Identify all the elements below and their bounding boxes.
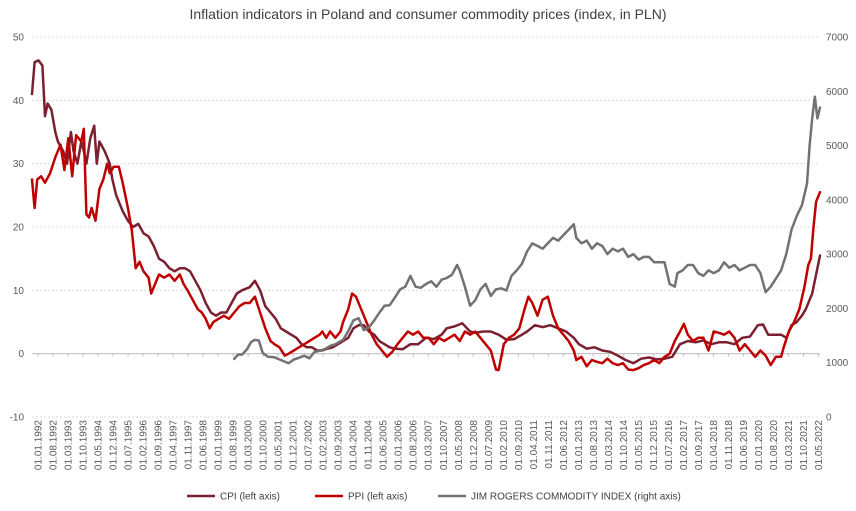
right-axis-tick-label: 5000 <box>826 141 849 152</box>
x-axis-tick-label: 01.08.1999 <box>229 420 240 470</box>
x-axis-tick-label: 01.07.2002 <box>304 420 315 470</box>
x-axis-tick-label: 01.05.1994 <box>94 420 105 470</box>
series-line-1 <box>30 59 822 365</box>
x-axis-tick-label: 01.08.1992 <box>49 420 60 470</box>
x-axis-tick-label: 01.12.1994 <box>109 420 120 470</box>
x-axis-tick-label: 01.02.2003 <box>319 420 330 470</box>
x-axis-tick-label: 01.05.2001 <box>274 420 285 470</box>
left-axis-tick-label: 0 <box>18 349 24 360</box>
gridlines <box>32 36 820 418</box>
x-axis-tick-label: 01.12.2008 <box>469 420 480 470</box>
left-axis-tick-label: 10 <box>13 286 25 297</box>
x-axis-tick-label: 01.09.1996 <box>154 420 165 470</box>
left-axis-tick-label: 20 <box>13 223 25 234</box>
x-axis-tick-label: 01.01.1992 <box>34 420 45 470</box>
x-axis-tick-label: 01.11.2004 <box>364 420 375 470</box>
x-axis-tick-label: 01.03.1993 <box>64 420 75 470</box>
x-axis-tick-label: 01.11.2011 <box>544 420 555 469</box>
axes: -10 0 10 20 30 40 50 0 1000 2000 3000 4000 5000 6000 7… <box>10 33 849 471</box>
x-axis-tick-label: 01.02.2010 <box>499 420 510 470</box>
right-axis-tick-label: 7000 <box>826 33 849 44</box>
x-axis-tick-label: 01.07.2016 <box>664 420 675 470</box>
legend: CPI (left axis) PPI (left axis) JIM ROGERS… <box>187 492 681 503</box>
left-axis-tick-label: 40 <box>13 96 25 107</box>
left-axis-tick-label: 30 <box>13 159 25 170</box>
x-axis-tick-label: 01.10.2007 <box>439 420 450 470</box>
x-axis-tick-label: 01.03.2007 <box>424 420 435 470</box>
x-axis-tick-label: 01.11.2018 <box>724 420 735 470</box>
right-axis-tick-label: 3000 <box>826 250 849 261</box>
x-axis-tick-label: 01.06.2019 <box>739 420 750 470</box>
x-axis-tick-label: 01.10.2014 <box>619 420 630 470</box>
x-axis-tick-label: 01.07.2009 <box>484 420 495 470</box>
x-axis-tick-label: 01.10.2000 <box>259 420 270 470</box>
x-axis-tick-label: 01.01.1999 <box>214 420 225 470</box>
x-axis-tick-label: 01.01.2020 <box>754 420 765 470</box>
x-axis-tick-label: 01.01.2006 <box>394 420 405 470</box>
series-line-3 <box>232 95 822 365</box>
series-lines <box>30 59 822 372</box>
x-axis-tick-label: 01.11.1997 <box>184 420 195 470</box>
right-axis-tick-label: 1000 <box>826 358 849 369</box>
x-axis-tick-label: 01.05.2008 <box>454 420 465 470</box>
x-axis-tick-label: 01.04.2018 <box>709 420 720 470</box>
legend-label-1: CPI (left axis) <box>220 492 280 503</box>
x-axis-tick-label: 01.06.2012 <box>559 420 570 470</box>
legend-label-2: PPI (left axis) <box>348 492 407 503</box>
right-axis-tick-label: 2000 <box>826 304 849 315</box>
x-axis-tick-label: 01.08.2020 <box>769 420 780 470</box>
x-axis-tick-label: 01.07.1995 <box>124 420 135 470</box>
x-axis-tick-label: 01.09.2017 <box>694 420 705 470</box>
x-axis-tick-label: 01.02.1996 <box>139 420 150 470</box>
right-axis-tick-label: 4000 <box>826 195 849 206</box>
x-axis-tick-label: 01.04.1997 <box>169 420 180 470</box>
x-axis-tick-label: 01.06.1998 <box>199 420 210 470</box>
x-axis-tick-label: 01.02.2017 <box>679 420 690 470</box>
left-axis-tick-label: -10 <box>10 413 25 424</box>
x-axis-tick-label: 01.03.2000 <box>244 420 255 470</box>
x-axis-tick-label: 01.09.2010 <box>514 420 525 470</box>
legend-label-3: JIM ROGERS COMMODITY INDEX (right axis) <box>471 492 681 503</box>
x-axis-tick-label: 01.10.1993 <box>79 420 90 470</box>
x-axis-tick-label: 01.04.2004 <box>349 420 360 470</box>
x-axis-tick-label: 01.09.2003 <box>334 420 345 470</box>
right-axis-tick-label: 6000 <box>826 87 849 98</box>
x-axis-tick-label: 01.04.2011 <box>529 420 540 470</box>
x-axis-tick-label: 01.01.2013 <box>574 420 585 470</box>
chart-title: Inflation indicators in Poland and consu… <box>189 6 666 22</box>
x-axis-tick-label: 01.03.2014 <box>604 420 615 470</box>
x-axis-tick-label: 01.06.2005 <box>379 420 390 470</box>
x-axis-tick-label: 01.05.2022 <box>814 420 825 470</box>
x-axis-tick-label: 01.12.2001 <box>289 420 300 470</box>
x-axis-tick-label: 01.08.2006 <box>409 420 420 470</box>
x-axis-tick-label: 01.03.2021 <box>784 420 795 470</box>
x-axis-tick-label: 01.12.2015 <box>649 420 660 470</box>
series-line-2 <box>30 127 822 372</box>
x-axis-tick-label: 01.10.2021 <box>799 420 810 470</box>
x-axis-tick-label: 01.08.2013 <box>589 420 600 470</box>
left-axis-tick-label: 50 <box>13 33 25 44</box>
x-axis-tick-label: 01.05.2015 <box>634 420 645 470</box>
right-axis-tick-label: 0 <box>826 413 832 424</box>
